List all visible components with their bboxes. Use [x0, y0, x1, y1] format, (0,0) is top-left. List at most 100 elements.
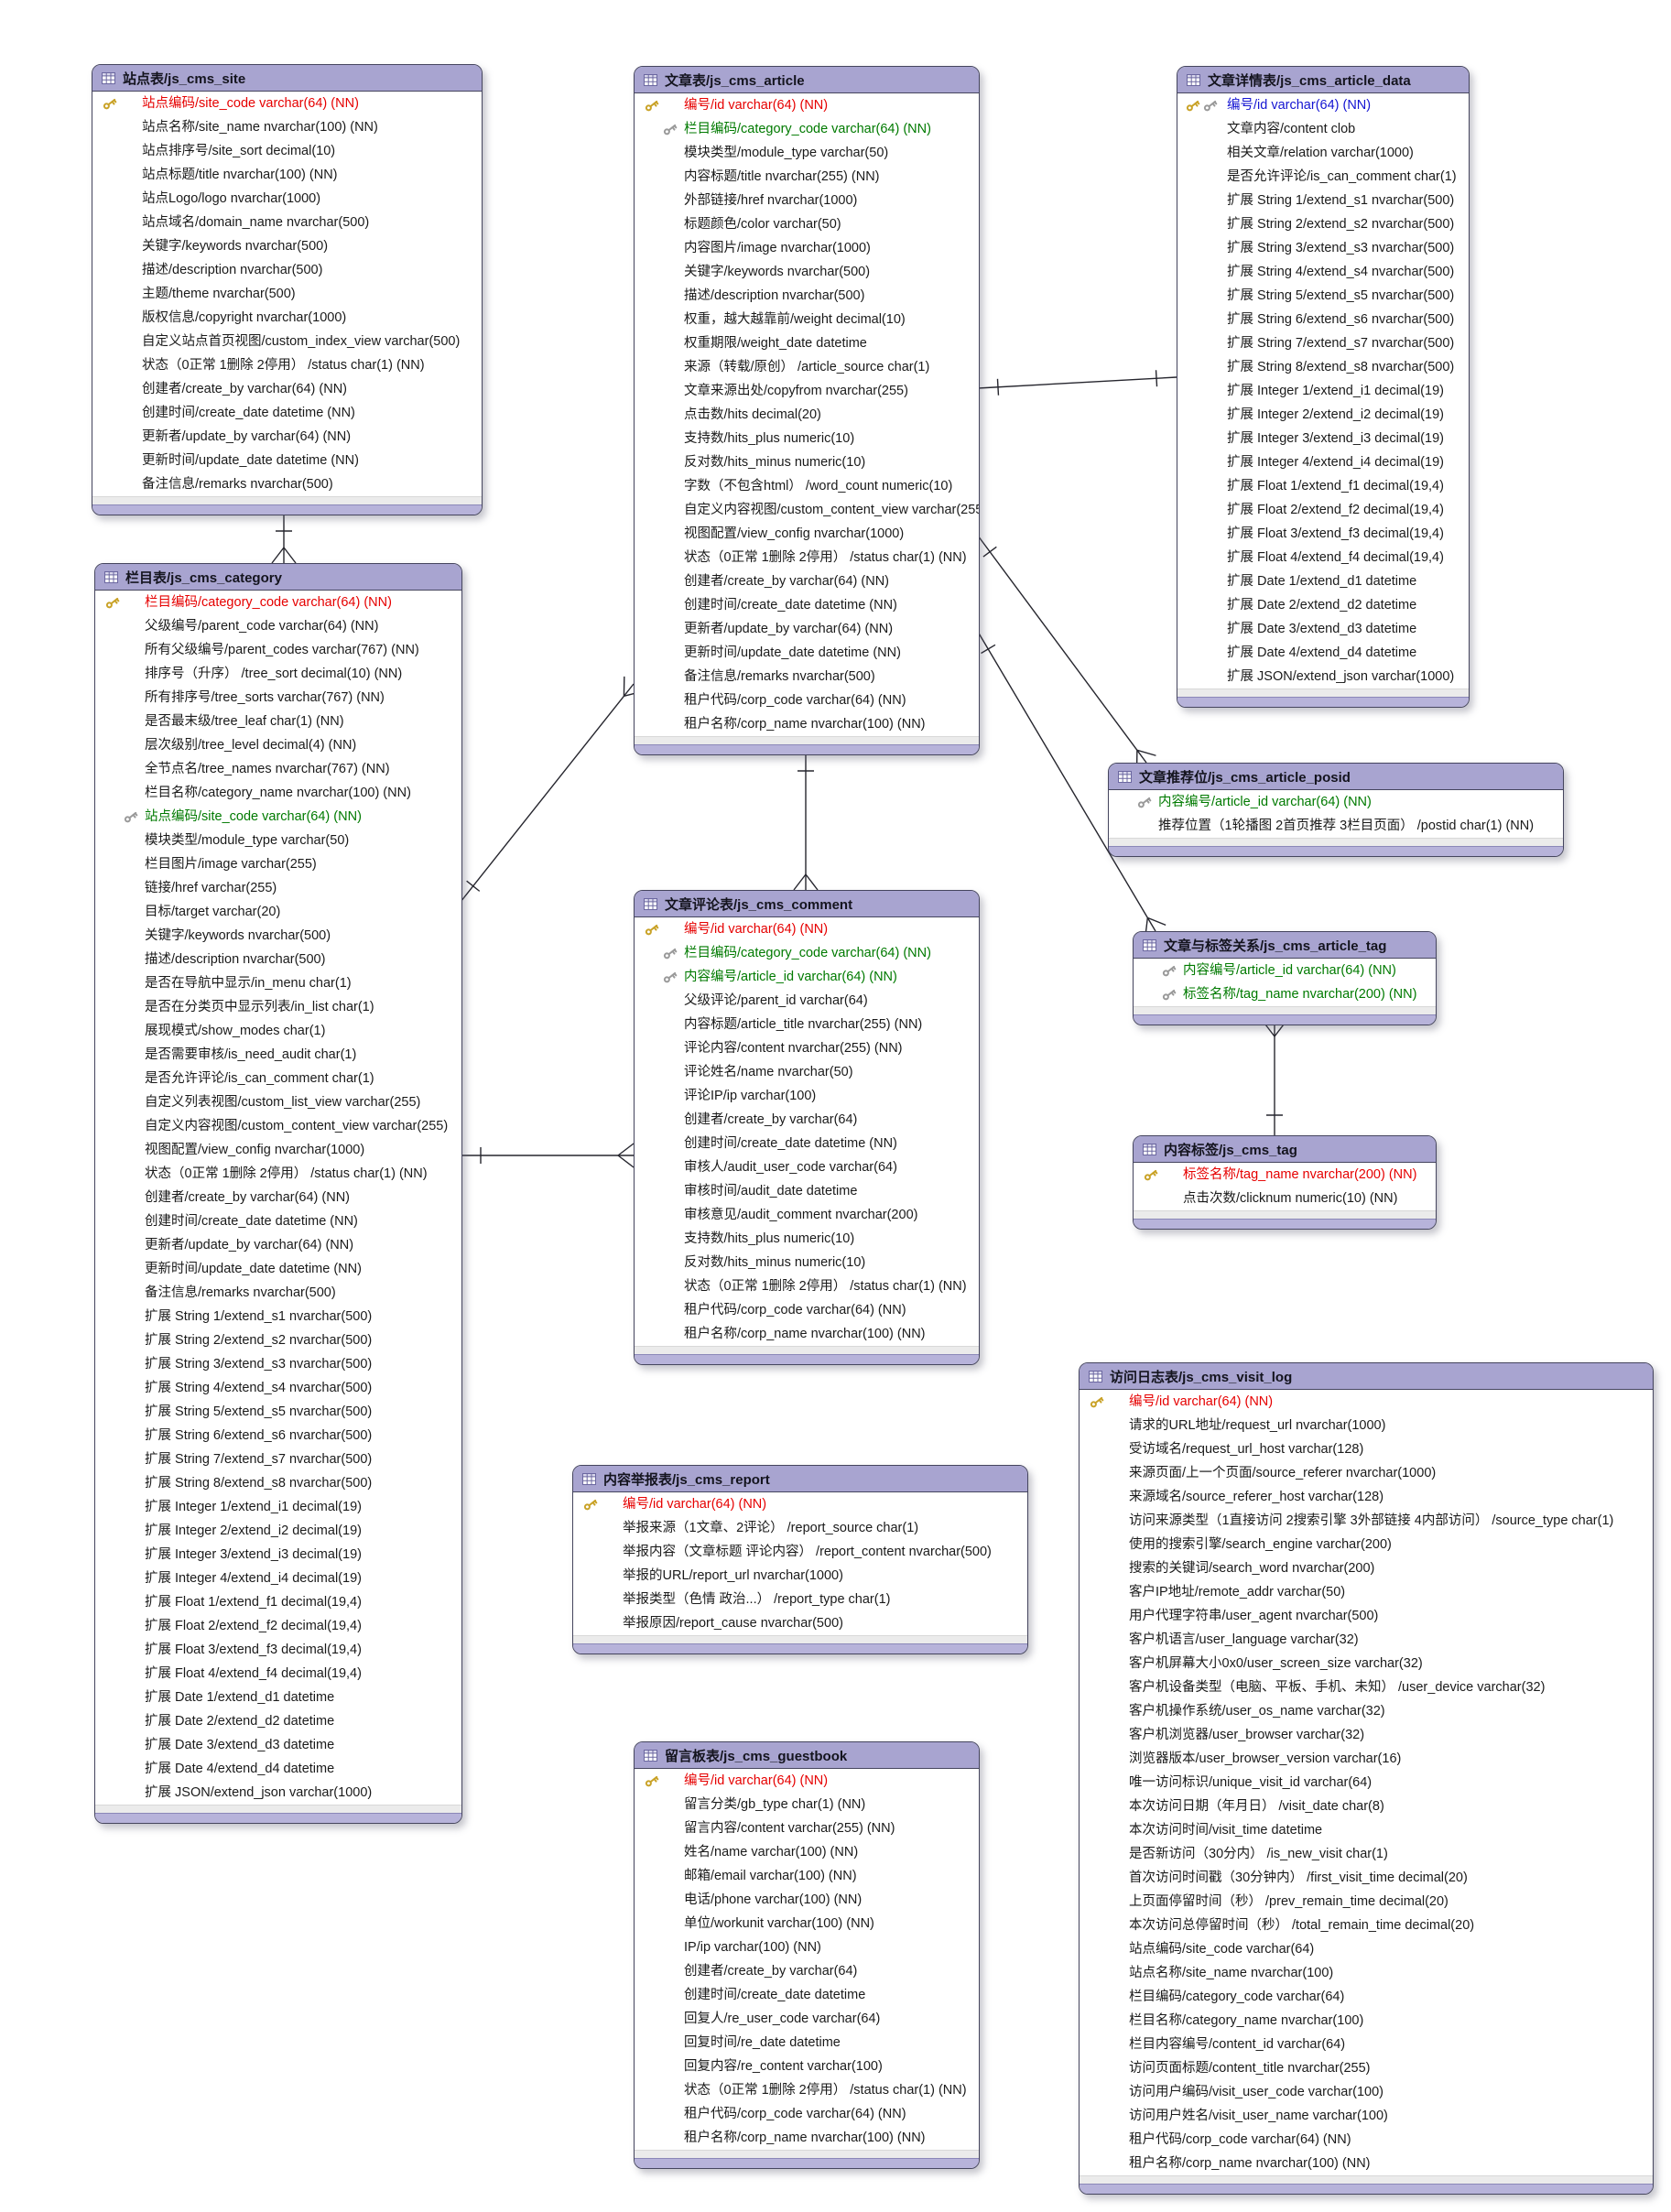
field-row[interactable]: 站点域名/domain_name nvarchar(500)	[92, 211, 482, 234]
table-header-js_cms_article_posid[interactable]: 文章推荐位/js_cms_article_posid	[1109, 764, 1563, 790]
field-row[interactable]: 是否需要审核/is_need_audit char(1)	[95, 1043, 461, 1067]
field-row[interactable]: 扩展 Date 4/extend_d4 datetime	[95, 1757, 461, 1781]
field-row[interactable]: 租户代码/corp_code varchar(64) (NN)	[635, 689, 979, 712]
field-row[interactable]: 扩展 Date 4/extend_d4 datetime	[1177, 641, 1469, 665]
field-row[interactable]: 扩展 Float 2/extend_f2 decimal(19,4)	[1177, 498, 1469, 522]
field-row[interactable]: 模块类型/module_type varchar(50)	[95, 829, 461, 852]
field-row[interactable]: 模块类型/module_type varchar(50)	[635, 141, 979, 165]
field-row[interactable]: 支持数/hits_plus numeric(10)	[635, 1227, 979, 1251]
field-row[interactable]: 租户名称/corp_name nvarchar(100) (NN)	[635, 712, 979, 736]
field-row[interactable]: 内容标题/title nvarchar(255) (NN)	[635, 165, 979, 189]
field-row[interactable]: 站点编码/site_code varchar(64)	[1080, 1937, 1653, 1961]
field-row[interactable]: 权重期限/weight_date datetime	[635, 331, 979, 355]
field-row[interactable]: 访问用户编码/visit_user_code varchar(100)	[1080, 2080, 1653, 2104]
field-row[interactable]: 评论姓名/name nvarchar(50)	[635, 1060, 979, 1084]
field-row[interactable]: 站点标题/title nvarchar(100) (NN)	[92, 163, 482, 187]
field-row[interactable]: 电话/phone varchar(100) (NN)	[635, 1888, 979, 1912]
field-row[interactable]: 来源（转载/原创） /article_source char(1)	[635, 355, 979, 379]
field-row[interactable]: 扩展 Integer 3/extend_i3 decimal(19)	[95, 1543, 461, 1567]
field-row[interactable]: 标题颜色/color varchar(50)	[635, 212, 979, 236]
field-row[interactable]: 上页面停留时间（秒） /prev_remain_time decimal(20)	[1080, 1890, 1653, 1914]
field-row[interactable]: 是否最末级/tree_leaf char(1) (NN)	[95, 710, 461, 733]
field-row[interactable]: 编号/id varchar(64) (NN)	[635, 917, 979, 941]
field-row[interactable]: 租户名称/corp_name nvarchar(100) (NN)	[635, 1322, 979, 1346]
field-row[interactable]: 审核意见/audit_comment nvarchar(200)	[635, 1203, 979, 1227]
field-row[interactable]: 创建者/create_by varchar(64) (NN)	[635, 569, 979, 593]
field-row[interactable]: 扩展 Date 1/extend_d1 datetime	[95, 1686, 461, 1709]
field-row[interactable]: 栏目编码/category_code varchar(64)	[1080, 1985, 1653, 2009]
field-row[interactable]: 来源页面/上一个页面/source_referer nvarchar(1000)	[1080, 1461, 1653, 1485]
field-row[interactable]: IP/ip varchar(100) (NN)	[635, 1936, 979, 1959]
field-row[interactable]: 租户代码/corp_code varchar(64) (NN)	[635, 1298, 979, 1322]
field-row[interactable]: 扩展 String 3/extend_s3 nvarchar(500)	[95, 1352, 461, 1376]
field-row[interactable]: 扩展 Float 4/extend_f4 decimal(19,4)	[95, 1662, 461, 1686]
field-row[interactable]: 审核时间/audit_date datetime	[635, 1179, 979, 1203]
field-row[interactable]: 自定义内容视图/custom_content_view varchar(255)	[95, 1114, 461, 1138]
field-row[interactable]: 扩展 Float 4/extend_f4 decimal(19,4)	[1177, 546, 1469, 569]
field-row[interactable]: 扩展 String 5/extend_s5 nvarchar(500)	[95, 1400, 461, 1424]
field-row[interactable]: 客户机屏幕大小0x0/user_screen_size varchar(32)	[1080, 1652, 1653, 1675]
field-row[interactable]: 是否新访问（30分内） /is_new_visit char(1)	[1080, 1842, 1653, 1866]
table-header-js_cms_category[interactable]: 栏目表/js_cms_category	[95, 564, 461, 591]
field-row[interactable]: 评论内容/content nvarchar(255) (NN)	[635, 1036, 979, 1060]
field-row[interactable]: 留言分类/gb_type char(1) (NN)	[635, 1793, 979, 1816]
field-row[interactable]: 相关文章/relation varchar(1000)	[1177, 141, 1469, 165]
field-row[interactable]: 内容标题/article_title nvarchar(255) (NN)	[635, 1013, 979, 1036]
field-row[interactable]: 创建时间/create_date datetime	[635, 1983, 979, 2007]
table-js_cms_article_data[interactable]: 文章详情表/js_cms_article_data 编号/id varchar(6…	[1177, 66, 1470, 708]
field-row[interactable]: 扩展 Integer 4/extend_i4 decimal(19)	[1177, 450, 1469, 474]
field-row[interactable]: 扩展 String 6/extend_s6 nvarchar(500)	[1177, 308, 1469, 331]
field-row[interactable]: 编号/id varchar(64) (NN)	[635, 1769, 979, 1793]
field-row[interactable]: 编号/id varchar(64) (NN)	[1080, 1390, 1653, 1414]
table-js_cms_guestbook[interactable]: 留言板表/js_cms_guestbook 编号/id varchar(64) (…	[634, 1741, 980, 2169]
field-row[interactable]: 单位/workunit varchar(100) (NN)	[635, 1912, 979, 1936]
field-row[interactable]: 标签名称/tag_name nvarchar(200) (NN)	[1134, 982, 1436, 1006]
field-row[interactable]: 支持数/hits_plus numeric(10)	[635, 427, 979, 450]
field-row[interactable]: 反对数/hits_minus numeric(10)	[635, 450, 979, 474]
field-row[interactable]: 举报来源（1文章、2评论） /report_source char(1)	[573, 1516, 1027, 1540]
field-row[interactable]: 扩展 Integer 3/extend_i3 decimal(19)	[1177, 427, 1469, 450]
field-row[interactable]: 推荐位置（1轮播图 2首页推荐 3栏目页面） /postid char(1) (…	[1109, 814, 1563, 838]
field-row[interactable]: 扩展 String 6/extend_s6 nvarchar(500)	[95, 1424, 461, 1448]
field-row[interactable]: 创建时间/create_date datetime (NN)	[92, 401, 482, 425]
field-row[interactable]: 扩展 JSON/extend_json varchar(1000)	[1177, 665, 1469, 689]
table-js_cms_category[interactable]: 栏目表/js_cms_category 栏目编码/category_code va…	[94, 563, 462, 1824]
field-row[interactable]: 内容编号/article_id varchar(64) (NN)	[1134, 959, 1436, 982]
field-row[interactable]: 自定义站点首页视图/custom_index_view varchar(500)	[92, 330, 482, 353]
field-row[interactable]: 站点名称/site_name nvarchar(100)	[1080, 1961, 1653, 1985]
field-row[interactable]: 关键字/keywords nvarchar(500)	[635, 260, 979, 284]
table-js_cms_comment[interactable]: 文章评论表/js_cms_comment 编号/id varchar(64) (N…	[634, 890, 980, 1365]
field-row[interactable]: 站点编码/site_code varchar(64) (NN)	[92, 92, 482, 115]
field-row[interactable]: 自定义列表视图/custom_list_view varchar(255)	[95, 1090, 461, 1114]
field-row[interactable]: 编号/id varchar(64) (NN)	[1177, 93, 1469, 117]
field-row[interactable]: 所有父级编号/parent_codes varchar(767) (NN)	[95, 638, 461, 662]
field-row[interactable]: 更新时间/update_date datetime (NN)	[92, 449, 482, 472]
field-row[interactable]: 扩展 Integer 2/extend_i2 decimal(19)	[1177, 403, 1469, 427]
field-row[interactable]: 关键字/keywords nvarchar(500)	[92, 234, 482, 258]
field-row[interactable]: 租户代码/corp_code varchar(64) (NN)	[635, 2102, 979, 2126]
field-row[interactable]: 状态（0正常 1删除 2停用） /status char(1) (NN)	[635, 2078, 979, 2102]
field-row[interactable]: 栏目内容编号/content_id varchar(64)	[1080, 2033, 1653, 2056]
field-row[interactable]: 首次访问时间戳（30分钟内） /first_visit_time decimal…	[1080, 1866, 1653, 1890]
field-row[interactable]: 客户机语言/user_language varchar(32)	[1080, 1628, 1653, 1652]
field-row[interactable]: 使用的搜索引擎/search_engine varchar(200)	[1080, 1533, 1653, 1556]
field-row[interactable]: 更新者/update_by varchar(64) (NN)	[92, 425, 482, 449]
field-row[interactable]: 关键字/keywords nvarchar(500)	[95, 924, 461, 948]
field-row[interactable]: 栏目编码/category_code varchar(64) (NN)	[95, 591, 461, 614]
field-row[interactable]: 扩展 Date 2/extend_d2 datetime	[1177, 593, 1469, 617]
field-row[interactable]: 本次访问总停留时间（秒） /total_remain_time decimal(…	[1080, 1914, 1653, 1937]
field-row[interactable]: 栏目编码/category_code varchar(64) (NN)	[635, 117, 979, 141]
field-row[interactable]: 本次访问时间/visit_time datetime	[1080, 1818, 1653, 1842]
field-row[interactable]: 举报原因/report_cause nvarchar(500)	[573, 1611, 1027, 1635]
field-row[interactable]: 唯一访问标识/unique_visit_id varchar(64)	[1080, 1771, 1653, 1795]
field-row[interactable]: 内容编号/article_id varchar(64) (NN)	[1109, 790, 1563, 814]
field-row[interactable]: 扩展 Date 3/extend_d3 datetime	[95, 1733, 461, 1757]
field-row[interactable]: 访问用户姓名/visit_user_name varchar(100)	[1080, 2104, 1653, 2128]
field-row[interactable]: 回复时间/re_date datetime	[635, 2031, 979, 2055]
field-row[interactable]: 审核人/audit_user_code varchar(64)	[635, 1155, 979, 1179]
field-row[interactable]: 扩展 Float 1/extend_f1 decimal(19,4)	[1177, 474, 1469, 498]
field-row[interactable]: 栏目编码/category_code varchar(64) (NN)	[635, 941, 979, 965]
field-row[interactable]: 内容编号/article_id varchar(64) (NN)	[635, 965, 979, 989]
table-header-js_cms_tag[interactable]: 内容标签/js_cms_tag	[1134, 1136, 1436, 1163]
field-row[interactable]: 内容图片/image nvarchar(1000)	[635, 236, 979, 260]
